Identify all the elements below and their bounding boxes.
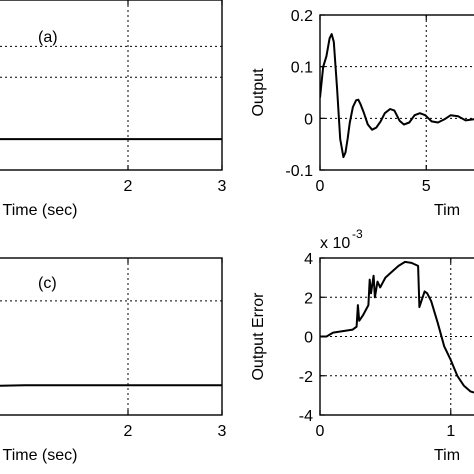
y-multiplier-label: x 10	[320, 235, 350, 252]
y-tick-label: 0	[304, 330, 313, 347]
series-line-1	[320, 260, 474, 394]
axes-frame	[319, 14, 474, 171]
axes-frame	[0, 0, 223, 171]
y-axis-label: Output Error	[250, 292, 267, 381]
y-tick-label: 4	[304, 251, 313, 268]
y-tick-label: -2	[299, 369, 313, 386]
x-tick-label: 1	[446, 423, 455, 440]
y-tick-label: -0.1	[285, 163, 313, 180]
series-line-1	[0, 138, 222, 141]
x-axis-label: Time (sec)	[3, 202, 78, 219]
y-axis-label: Output	[250, 68, 267, 117]
x-tick-label: 0	[316, 178, 325, 195]
chart-panel-4: 0 1 4 2 0 -2 -4 Tim Output Error x 10-3	[250, 227, 474, 464]
chart-panel-1: 2 3 Time (sec) (a)	[0, 0, 227, 219]
x-tick-label: 3	[218, 178, 227, 195]
x-axis-label: Time (sec)	[3, 447, 78, 464]
x-tick-label: 0	[316, 423, 325, 440]
y-tick-label: 0	[304, 111, 313, 128]
x-axis-label: Tim	[434, 202, 460, 219]
x-tick-label: 5	[422, 178, 431, 195]
chart-panel-3: 2 3 Time (sec) (c)	[0, 257, 227, 464]
y-tick-label: 2	[304, 290, 313, 307]
x-tick-label: 2	[124, 178, 133, 195]
series-line-1	[320, 33, 474, 159]
x-axis-label: Tim	[434, 447, 460, 464]
series-line-1	[0, 384, 222, 387]
x-tick-label: 3	[218, 423, 227, 440]
y-tick-label: -4	[299, 408, 313, 425]
y-multiplier-exponent: -3	[352, 227, 363, 241]
panel-label: (a)	[38, 29, 58, 46]
axes-frame	[0, 257, 223, 416]
panel-label: (c)	[38, 275, 57, 292]
x-tick-label: 2	[124, 423, 133, 440]
y-tick-label: 0.1	[291, 60, 313, 77]
y-tick-label: 0.2	[291, 8, 313, 25]
